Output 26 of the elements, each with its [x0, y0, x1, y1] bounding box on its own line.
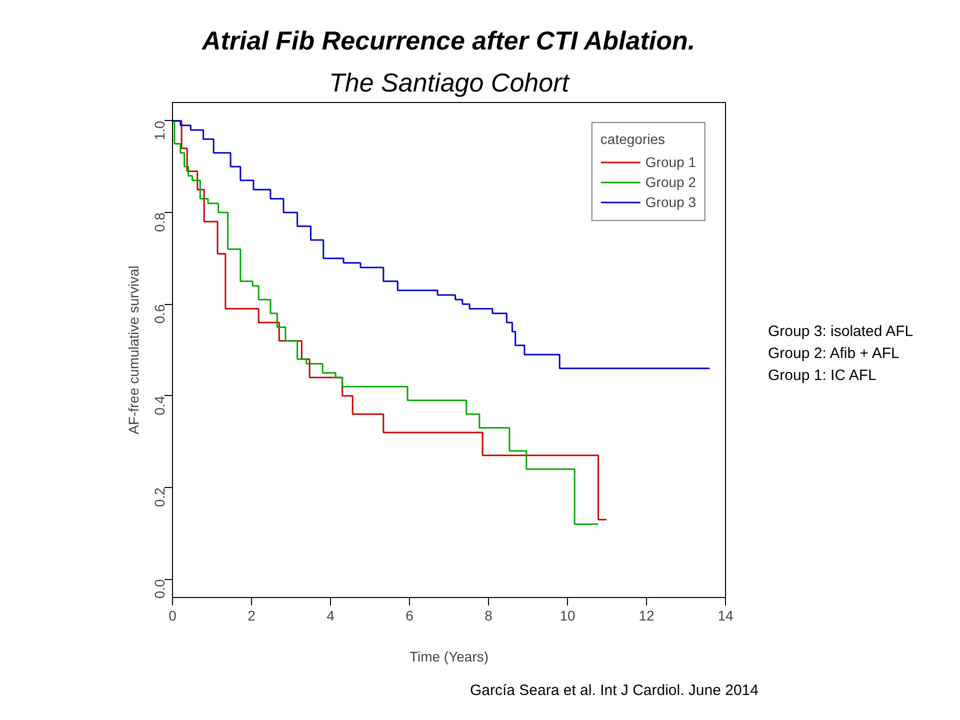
y-tick-label: 0.4 — [152, 396, 168, 416]
x-axis-title: Time (Years) — [409, 648, 489, 664]
x-tick-label: 12 — [638, 608, 654, 624]
x-tick-label: 8 — [484, 608, 493, 624]
legend-label: Group 2 — [645, 174, 696, 190]
legend-title: categories — [600, 131, 666, 147]
x-tick-label: 2 — [248, 608, 256, 624]
x-tick-label: 6 — [406, 608, 414, 624]
x-tick-label: 14 — [718, 608, 734, 624]
legend-label: Group 3 — [645, 194, 696, 210]
y-tick-label: 0.6 — [152, 304, 168, 324]
y-tick-label: 1.0 — [152, 120, 168, 140]
x-tick-label: 10 — [560, 608, 576, 624]
text: García Seara et al. Int J Cardiol. June 2014 — [470, 682, 758, 699]
x-tick-label: 0 — [168, 608, 177, 624]
x-tick-label: 4 — [326, 608, 335, 624]
text: Group 2: Afib + AFL — [768, 344, 900, 364]
text: Group 1: IC AFL — [768, 366, 878, 386]
y-tick-label: 0.0 — [152, 578, 168, 599]
text: Group 3: isolated AFL — [768, 322, 914, 342]
y-tick-label: 0.8 — [152, 212, 168, 232]
chart-subtitle: The Santiago Cohort — [329, 68, 571, 98]
chart-title: Atrial Fib Recurrence after CTI Ablation. — [200, 26, 696, 56]
legend-label: Group 1 — [645, 154, 696, 170]
y-tick-label: 0.2 — [152, 487, 168, 507]
y-axis-title: AF-free cumulative survival — [126, 266, 142, 434]
